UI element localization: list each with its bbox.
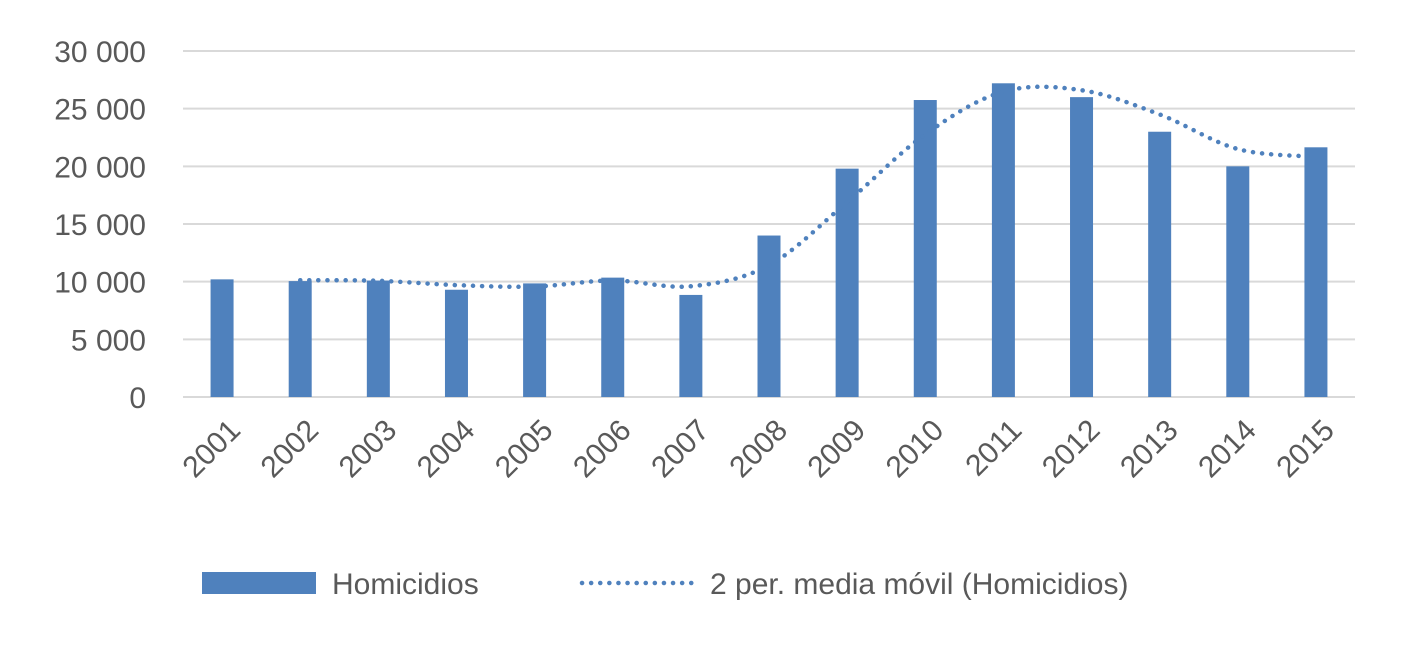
x-tick-label: 2002 — [255, 414, 326, 485]
bar-2007 — [679, 294, 703, 397]
bar-2011 — [991, 83, 1015, 397]
bar-2015 — [1304, 147, 1328, 397]
bar-2014 — [1226, 166, 1250, 397]
bar-2012 — [1070, 97, 1094, 397]
bar-2005 — [523, 283, 547, 397]
x-tick-label: 2010 — [880, 414, 951, 485]
x-tick-label: 2008 — [723, 414, 794, 485]
x-tick-label: 2007 — [645, 414, 716, 485]
moving-average-line — [297, 84, 1319, 290]
y-tick-label: 30 000 — [54, 36, 146, 69]
bar-2001 — [210, 279, 234, 397]
x-tick-label: 2012 — [1036, 414, 1107, 485]
bar-2013 — [1148, 131, 1172, 397]
legend-bar-swatch — [202, 572, 316, 594]
x-tick-label: 2001 — [176, 414, 247, 485]
x-tick-label: 2004 — [411, 414, 482, 485]
x-tick-label: 2014 — [1192, 414, 1263, 485]
y-tick-label: 20 000 — [54, 151, 146, 184]
bar-2010 — [913, 100, 937, 398]
bar-2008 — [757, 235, 781, 397]
x-axis-ticks: 2001 2002 2003 2004 2005 2006 2007 2008 2009 2010… — [176, 414, 1340, 485]
legend: Homicidios 2 per. media móvil (Homicidio… — [202, 568, 1128, 601]
y-tick-label: 5 000 — [71, 324, 146, 357]
bar-series — [210, 83, 1328, 398]
x-tick-label: 2015 — [1270, 414, 1341, 485]
x-tick-label: 2003 — [333, 414, 404, 485]
legend-line-label: 2 per. media móvil (Homicidios) — [710, 568, 1128, 601]
bar-2009 — [835, 168, 859, 397]
y-tick-label: 0 — [129, 382, 146, 415]
y-tick-label: 10 000 — [54, 267, 146, 300]
x-tick-label: 2006 — [567, 414, 638, 485]
x-tick-label: 2011 — [959, 414, 1028, 483]
x-tick-label: 2013 — [1114, 414, 1185, 485]
bar-2004 — [444, 289, 468, 397]
x-tick-label: 2009 — [802, 414, 873, 485]
y-tick-label: 25 000 — [54, 94, 146, 127]
y-tick-label: 15 000 — [54, 209, 146, 242]
bar-2006 — [601, 277, 625, 397]
y-axis-ticks: 0 5 000 10 000 15 000 20 000 25 000 30 000 — [54, 36, 146, 415]
bar-2003 — [366, 280, 390, 397]
moving-average-series — [297, 84, 1319, 290]
legend-bar-label: Homicidios — [332, 568, 479, 601]
x-tick-label: 2005 — [489, 414, 560, 485]
bar-2002 — [288, 281, 312, 397]
